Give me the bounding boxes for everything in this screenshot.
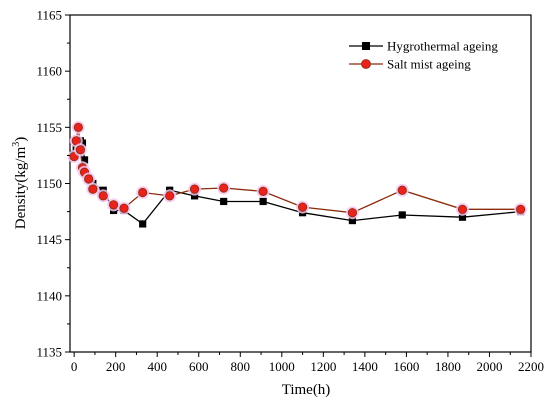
- series-1-point: [219, 183, 229, 193]
- x-tick-label: 2200: [518, 359, 544, 374]
- x-tick-label: 0: [71, 359, 78, 374]
- series-0-point: [398, 211, 406, 219]
- x-tick-label: 2000: [476, 359, 502, 374]
- series-1-point: [73, 122, 83, 132]
- series-0-point: [80, 156, 89, 164]
- legend-item-0-label: Hygrothermal ageing: [387, 39, 498, 54]
- series-1-line: [73, 127, 521, 214]
- x-tick-label: 1200: [310, 359, 336, 374]
- series-1-point: [98, 191, 108, 201]
- series-1-point: [347, 208, 358, 218]
- series-layer: [67, 120, 528, 228]
- y-tick-label: 1145: [36, 232, 62, 247]
- y-axis-title-main: Density(kg/m: [13, 146, 29, 229]
- legend-item-1-label: Salt mist ageing: [387, 57, 471, 72]
- legend-item-1-marker: [361, 59, 371, 69]
- series-1-point: [397, 185, 407, 195]
- series-1-point: [109, 200, 119, 210]
- y-tick-label: 1155: [36, 120, 62, 135]
- series-1-point: [75, 145, 85, 155]
- y-tick-label: 1135: [36, 345, 62, 360]
- legend-item-0-marker: [362, 42, 370, 50]
- y-axis-title-close: ): [13, 137, 29, 142]
- series-0-point: [139, 220, 147, 228]
- x-axis-title: Time(h): [282, 382, 331, 398]
- series-0-point: [259, 197, 267, 206]
- series-0-point: [458, 213, 467, 221]
- x-tick-label: 800: [231, 359, 251, 374]
- x-tick-label: 1000: [269, 359, 295, 374]
- x-tick-label: 400: [147, 359, 167, 374]
- y-tick-label: 1150: [36, 176, 62, 191]
- series-0-line: [73, 139, 521, 225]
- series-1-point: [516, 204, 526, 214]
- x-tick-label: 200: [106, 359, 126, 374]
- legend: Hygrothermal ageing Salt mist ageing: [349, 39, 498, 72]
- series-0-point: [78, 139, 87, 147]
- series-1-point: [297, 202, 308, 212]
- axes-layer: 0 200 400 600 800 1000 1200 1400 1600 1800 2000 220…: [36, 8, 544, 375]
- y-tick-label: 1160: [36, 64, 62, 79]
- series-1-point: [138, 187, 148, 198]
- x-tick-label: 1400: [352, 359, 378, 374]
- x-tick-label: 1800: [435, 359, 461, 374]
- y-tick-label: 1165: [36, 8, 62, 23]
- series-0-point: [348, 216, 357, 225]
- series-1-point: [165, 191, 175, 201]
- series-1-point: [88, 184, 98, 194]
- x-tick-label: 600: [189, 359, 209, 374]
- x-tick-label: 1600: [393, 359, 419, 374]
- y-axis-title: Density(kg/m3): [11, 137, 29, 230]
- series-1-point: [258, 186, 268, 196]
- y-axis-title-sup: 3: [11, 142, 22, 147]
- series-0-point: [220, 197, 228, 206]
- series-1-point: [457, 204, 468, 214]
- series-1-point: [189, 184, 200, 194]
- series-0-point: [190, 192, 199, 200]
- series-1-point: [119, 203, 129, 213]
- y-tick-label: 1140: [36, 288, 62, 303]
- series-1-point: [84, 174, 94, 184]
